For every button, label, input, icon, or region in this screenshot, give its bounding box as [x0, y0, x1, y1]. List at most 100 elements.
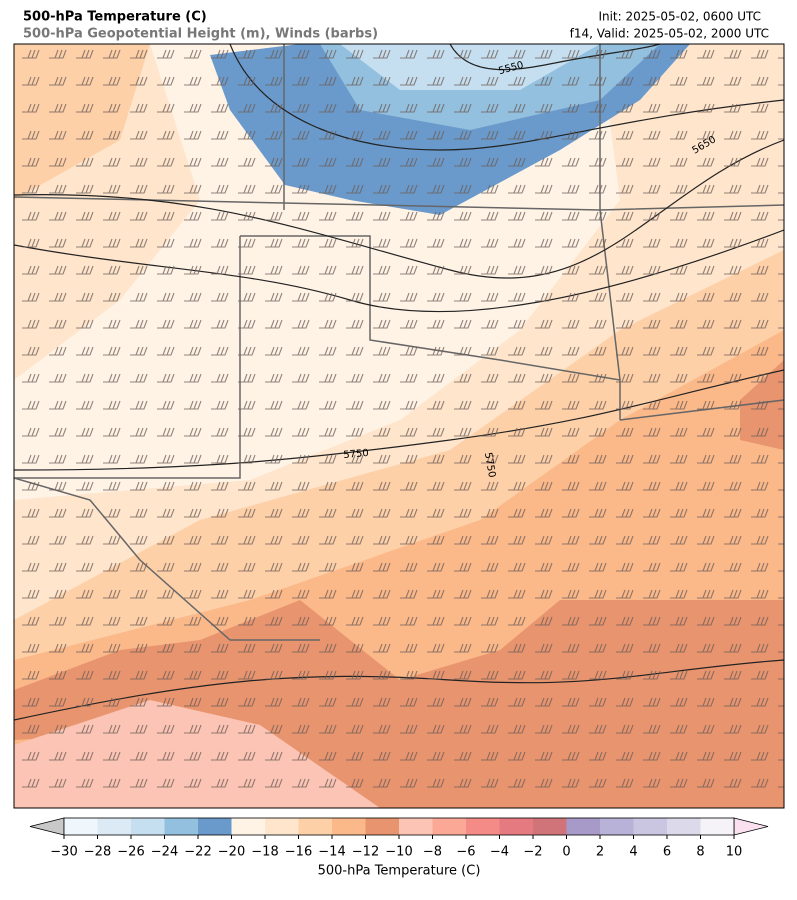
wind-barb [76, 211, 94, 221]
wind-barb [697, 211, 715, 221]
wind-barb [103, 535, 121, 545]
wind-barb [778, 542, 784, 545]
wind-barb [238, 589, 256, 599]
wind-barb [238, 76, 256, 86]
wind-barb [427, 292, 445, 302]
wind-barb [508, 211, 526, 221]
wind-barb [157, 76, 175, 86]
wind-barb [292, 751, 310, 761]
wind-barb [724, 670, 742, 680]
wind-barb [400, 724, 418, 734]
wind-barb [157, 265, 175, 275]
wind-barb [400, 184, 418, 194]
wind-barb [454, 454, 472, 464]
wind-barb [454, 157, 472, 167]
wind-barb [373, 211, 391, 221]
wind-barb [400, 373, 418, 383]
wind-barb [427, 211, 445, 221]
wind-barb [589, 589, 607, 599]
wind-barb [562, 724, 580, 734]
wind-barb [76, 670, 94, 680]
wind-barb [49, 427, 67, 437]
wind-barb [76, 589, 94, 599]
wind-barb [346, 76, 364, 86]
wind-barb [778, 407, 784, 410]
wind-barb [751, 427, 769, 437]
wind-barb [535, 238, 553, 248]
wind-barb [481, 265, 499, 275]
wind-barb [778, 596, 784, 599]
wind-barb [184, 697, 202, 707]
wind-barb [238, 508, 256, 518]
wind-barb [670, 562, 688, 572]
wind-barb [481, 157, 499, 167]
wind-barb [103, 616, 121, 626]
wind-barb [751, 103, 769, 113]
wind-barb [346, 454, 364, 464]
wind-barb [265, 319, 283, 329]
colorbar-tick-label: −30 [50, 845, 77, 860]
wind-barb [481, 346, 499, 356]
wind-barb [265, 211, 283, 221]
wind-barb [319, 589, 337, 599]
wind-barb [697, 292, 715, 302]
colorbar-bin [97, 818, 131, 835]
wind-barb [778, 83, 784, 86]
wind-barb [508, 535, 526, 545]
wind-barb [400, 238, 418, 248]
wind-barb [454, 346, 472, 356]
wind-barb [103, 454, 121, 464]
wind-barb [346, 427, 364, 437]
wind-barb [481, 292, 499, 302]
wind-barb [589, 49, 607, 59]
wind-barb [643, 697, 661, 707]
wind-barb [184, 427, 202, 437]
wind-barb [589, 130, 607, 140]
wind-barb [76, 130, 94, 140]
colorbar-tick-label: −22 [184, 845, 211, 860]
wind-barb [616, 319, 634, 329]
colorbar-bin [667, 818, 701, 835]
wind-barb [481, 562, 499, 572]
wind-barb [22, 535, 40, 545]
wind-barb [319, 130, 337, 140]
wind-barb [427, 589, 445, 599]
wind-barb [211, 616, 229, 626]
wind-barb [562, 508, 580, 518]
wind-barb [724, 400, 742, 410]
wind-barb [724, 535, 742, 545]
colorbar-bin [700, 818, 734, 835]
wind-barb [130, 427, 148, 437]
wind-barb [157, 670, 175, 680]
wind-barb [346, 589, 364, 599]
wind-barb [49, 76, 67, 86]
wind-barb [157, 562, 175, 572]
wind-barb [454, 319, 472, 329]
colorbar-tick-label: −8 [423, 845, 442, 860]
wind-barb [319, 643, 337, 653]
wind-barb [265, 481, 283, 491]
wind-barb [184, 616, 202, 626]
wind-barb [22, 643, 40, 653]
wind-barb [400, 49, 418, 59]
wind-barb [130, 481, 148, 491]
wind-barb [76, 265, 94, 275]
wind-barb [373, 427, 391, 437]
wind-barb [211, 49, 229, 59]
wind-barb [211, 670, 229, 680]
wind-barb [508, 265, 526, 275]
wind-barb [238, 130, 256, 140]
wind-barb [481, 184, 499, 194]
wind-barb [454, 49, 472, 59]
wind-barb [643, 373, 661, 383]
wind-barb [292, 373, 310, 383]
colorbar-tick-label: −24 [151, 845, 178, 860]
wind-barb [670, 346, 688, 356]
wind-barb [535, 427, 553, 437]
wind-barb [238, 49, 256, 59]
wind-barb [508, 454, 526, 464]
wind-barb [427, 427, 445, 437]
wind-barb [319, 400, 337, 410]
wind-barb [103, 346, 121, 356]
colorbar-bin [432, 818, 466, 835]
